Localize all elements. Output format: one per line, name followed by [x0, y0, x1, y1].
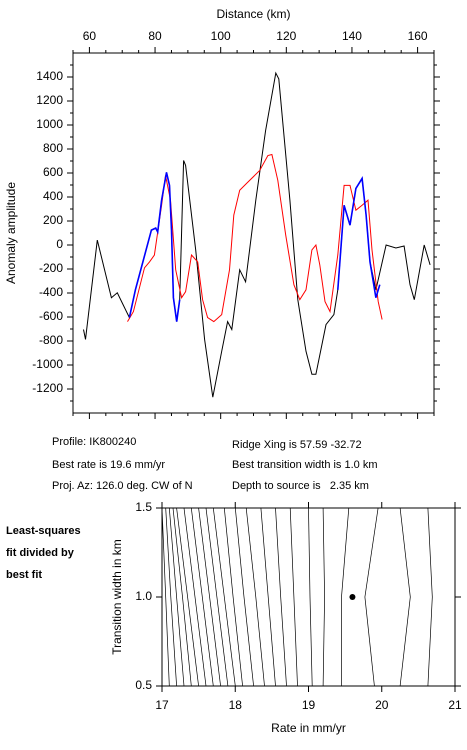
x-tick-label: 80 — [148, 29, 162, 43]
contour-line — [308, 507, 313, 687]
side-label: fit divided by — [6, 547, 75, 559]
contour-line — [165, 507, 177, 687]
contour-line — [341, 507, 350, 686]
info-text: Profile: IK800240 — [52, 436, 136, 448]
info-text: Ridge Xing is 57.59 -32.72 — [232, 439, 362, 451]
info-text: Best rate is 19.6 mm/yr — [52, 459, 165, 471]
y-tick-label: -600 — [39, 309, 63, 323]
y-tick-label: 1.0 — [135, 589, 152, 603]
contour-line — [190, 507, 214, 687]
x-tick-label: 160 — [408, 29, 428, 43]
info-text: Depth to source is 2.35 km — [232, 480, 369, 492]
contour-line — [364, 507, 379, 687]
contour-line — [172, 507, 192, 687]
x-tick-label: 20 — [375, 698, 389, 712]
x-tick-label: 140 — [342, 29, 362, 43]
y-tick-label: 600 — [43, 165, 63, 179]
y-tick-label: 0 — [56, 237, 63, 251]
x-tick-label: 18 — [229, 698, 243, 712]
plot-frame — [72, 52, 435, 414]
contour-line — [245, 507, 265, 687]
x-axis-label: Distance (km) — [216, 7, 290, 21]
contour-line — [212, 507, 236, 687]
info-text: Proj. Az: 126.0 deg. CW of N — [52, 480, 193, 492]
x-tick-label: 120 — [276, 29, 296, 43]
x-tick-label: 100 — [211, 29, 231, 43]
y-axis-label: Anomaly amplitude — [4, 182, 18, 284]
y-tick-label: 200 — [43, 213, 63, 227]
contour-line — [168, 507, 185, 687]
contour-line — [260, 507, 276, 687]
x-tick-label: 60 — [83, 29, 97, 43]
y-tick-label: 0.5 — [135, 678, 152, 692]
contour-line — [161, 507, 170, 687]
info-text: Best transition width is 1.0 km — [232, 459, 378, 471]
contour-line — [183, 507, 207, 687]
contour-line — [176, 507, 199, 687]
y-tick-label: 800 — [43, 141, 63, 155]
side-label: best fit — [6, 569, 42, 581]
best-fit-point — [349, 594, 356, 600]
x-tick-label: 17 — [155, 698, 169, 712]
y-tick-label: -1000 — [32, 357, 63, 371]
y-tick-label: 400 — [43, 189, 63, 203]
plot-frame — [161, 507, 456, 687]
contour-line — [322, 507, 325, 687]
side-label: Least-squares — [6, 525, 81, 537]
data-line — [83, 71, 431, 398]
y-tick-label: -800 — [39, 333, 63, 347]
contour-line — [427, 507, 433, 687]
y-tick-label: -200 — [39, 261, 63, 275]
contour-line — [205, 507, 229, 687]
x-axis-label: Rate in mm/yr — [271, 721, 346, 735]
y-axis-label: Transition width in km — [110, 539, 124, 655]
contour-line — [399, 507, 411, 687]
y-tick-label: -400 — [39, 285, 63, 299]
x-tick-label: 21 — [448, 698, 462, 712]
contour-line — [275, 507, 287, 687]
y-tick-label: 1000 — [36, 117, 63, 131]
data-line — [128, 172, 381, 322]
x-tick-label: 19 — [302, 698, 316, 712]
contour-line — [223, 507, 243, 687]
contour-line — [289, 507, 298, 687]
contour-line — [198, 507, 221, 687]
y-tick-label: 1400 — [36, 69, 63, 83]
y-tick-label: -1200 — [32, 381, 63, 395]
y-tick-label: 1200 — [36, 93, 63, 107]
y-tick-label: 1.5 — [135, 500, 152, 514]
contour-line — [234, 507, 254, 687]
